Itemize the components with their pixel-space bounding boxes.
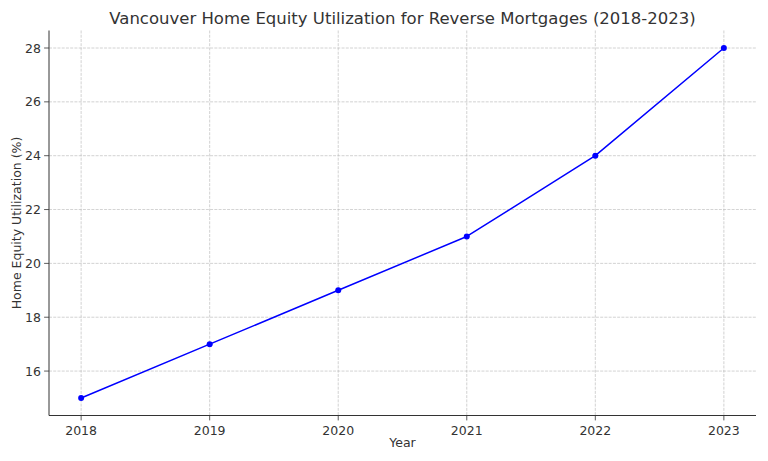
- x-tick: [209, 416, 210, 421]
- x-tick-label: 2018: [65, 423, 97, 438]
- y-tick: [44, 101, 49, 102]
- data-point: [335, 287, 341, 293]
- chart-container: 20182019202020212022202316182022242628Va…: [0, 0, 768, 461]
- x-tick-label: 2023: [708, 423, 740, 438]
- y-tick-label: 28: [25, 41, 41, 56]
- y-tick-label: 16: [25, 364, 41, 379]
- y-grid-line: [49, 101, 756, 102]
- x-grid-line: [595, 31, 596, 416]
- y-tick: [44, 263, 49, 264]
- plot-area: [78, 45, 727, 401]
- title: Vancouver Home Equity Utilization for Re…: [109, 9, 695, 28]
- y-axis-label: Home Equity Utilization (%): [9, 137, 24, 310]
- y-axis-line: [49, 31, 50, 416]
- x-grid-line: [81, 31, 82, 416]
- y-grid-line: [49, 209, 756, 210]
- x-grid-line: [723, 31, 724, 416]
- x-tick-label: 2019: [194, 423, 226, 438]
- y-tick: [44, 371, 49, 372]
- y-tick: [44, 317, 49, 318]
- y-tick: [44, 48, 49, 49]
- x-grid-line: [209, 31, 210, 416]
- x-tick: [81, 416, 82, 421]
- x-tick: [595, 416, 596, 421]
- x-grid-line: [466, 31, 467, 416]
- data-point: [207, 341, 213, 347]
- axes: 20182019202020212022202316182022242628: [25, 31, 756, 438]
- y-grid-line: [49, 371, 756, 372]
- data-point: [78, 395, 84, 401]
- x-axis-line: [49, 415, 756, 416]
- y-tick-label: 20: [25, 256, 41, 271]
- x-tick: [466, 416, 467, 421]
- data-point: [721, 45, 727, 51]
- y-grid-line: [49, 317, 756, 318]
- x-tick-label: 2020: [322, 423, 354, 438]
- y-grid-line: [49, 155, 756, 156]
- chart: 20182019202020212022202316182022242628Va…: [0, 0, 768, 461]
- data-line: [81, 48, 724, 398]
- y-tick-label: 26: [25, 94, 41, 109]
- y-tick: [44, 209, 49, 210]
- background: [0, 0, 768, 461]
- y-tick-label: 22: [25, 202, 41, 217]
- x-axis-label: Year: [388, 435, 416, 450]
- y-grid-line: [49, 48, 756, 49]
- data-point: [464, 233, 470, 239]
- x-tick: [723, 416, 724, 421]
- y-tick-label: 18: [25, 310, 41, 325]
- grid: [49, 31, 756, 416]
- data-point: [592, 153, 598, 159]
- y-tick-label: 24: [25, 148, 41, 163]
- x-tick-label: 2022: [579, 423, 611, 438]
- x-tick: [338, 416, 339, 421]
- y-tick: [44, 155, 49, 156]
- x-grid-line: [338, 31, 339, 416]
- x-tick-label: 2021: [451, 423, 483, 438]
